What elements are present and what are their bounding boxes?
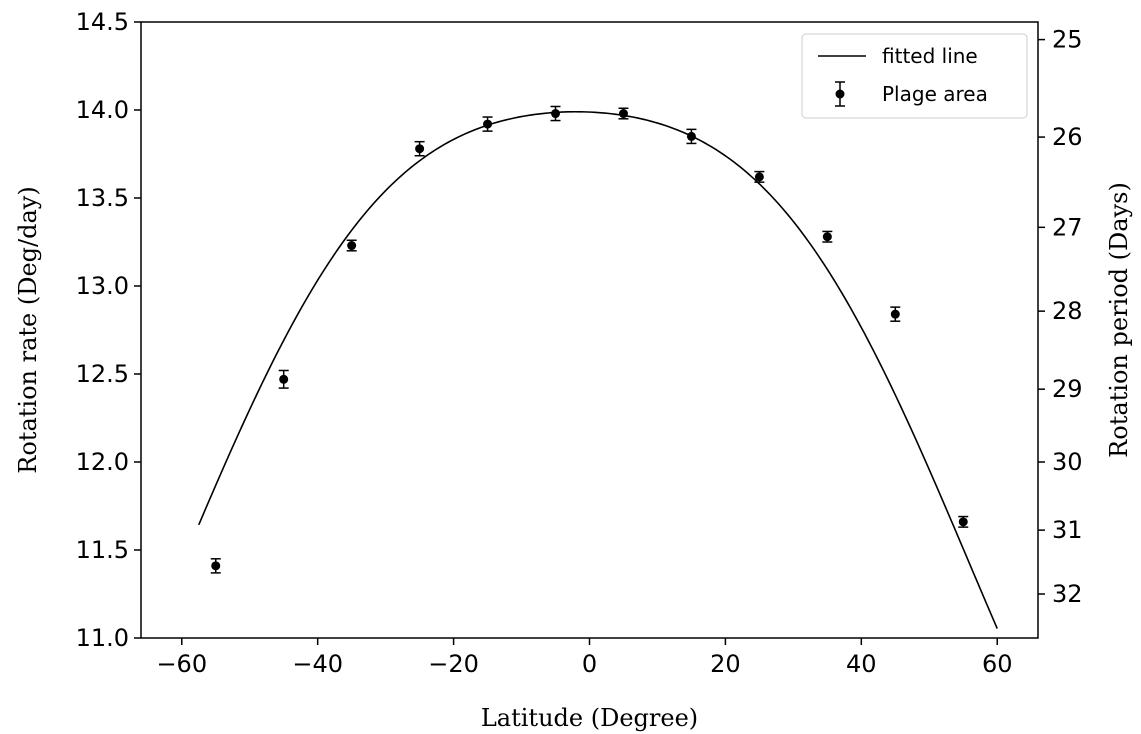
fitted-line — [198, 110, 998, 629]
data-point — [551, 109, 561, 119]
legend-entry-fitted-line: fitted line — [882, 44, 978, 68]
y2-axis-ticks: 25 26 27 28 29 30 31 32 — [1038, 26, 1083, 608]
x-axis-ticks: −60 −40 −20 0 20 40 60 — [156, 638, 1013, 678]
data-point — [415, 144, 425, 154]
y-tick-label: 14.5 — [76, 8, 129, 36]
y-axis-label: Rotation rate (Deg/day) — [14, 186, 42, 473]
y2-tick-label: 32 — [1052, 580, 1083, 608]
y-tick-label: 12.0 — [76, 448, 129, 476]
y-tick-label: 11.5 — [76, 536, 129, 564]
x-tick-label: 0 — [582, 650, 597, 678]
data-point — [618, 109, 628, 119]
y-tick-label: 11.0 — [76, 624, 129, 652]
y2-axis-label: Rotation period (Days) — [1105, 182, 1133, 458]
y-tick-label: 13.5 — [76, 184, 129, 212]
x-tick-label: 40 — [846, 650, 877, 678]
legend-entry-plage-area: Plage area — [882, 82, 988, 106]
x-tick-label: −20 — [428, 650, 479, 678]
data-point — [347, 241, 357, 251]
x-tick-label: 20 — [710, 650, 741, 678]
data-point — [686, 131, 696, 141]
x-tick-label: −40 — [292, 650, 343, 678]
y-tick-label: 14.0 — [76, 96, 129, 124]
x-axis-label: Latitude (Degree) — [481, 704, 698, 732]
data-point — [754, 172, 764, 182]
y2-tick-label: 28 — [1052, 297, 1083, 325]
y-tick-label: 12.5 — [76, 360, 129, 388]
y2-tick-label: 27 — [1052, 213, 1083, 241]
y-tick-label: 13.0 — [76, 272, 129, 300]
legend: fitted line Plage area — [801, 33, 1028, 119]
data-points-layer — [210, 105, 969, 574]
y2-tick-label: 30 — [1052, 448, 1083, 476]
data-point — [890, 309, 900, 319]
fitted-line-layer — [198, 110, 998, 629]
x-tick-label: −60 — [156, 650, 207, 678]
data-point — [279, 374, 289, 384]
legend-point-swatch — [835, 89, 845, 99]
data-point — [483, 119, 493, 129]
data-point — [958, 517, 968, 527]
y-axis-ticks: 11.0 11.5 12.0 12.5 13.0 13.5 14.0 14.5 — [76, 8, 141, 652]
y2-tick-label: 26 — [1052, 123, 1083, 151]
x-tick-label: 60 — [982, 650, 1013, 678]
legend-box — [801, 33, 1028, 119]
y2-tick-label: 25 — [1052, 26, 1083, 54]
y2-tick-label: 31 — [1052, 516, 1083, 544]
y2-tick-label: 29 — [1052, 375, 1083, 403]
data-point — [822, 232, 832, 242]
data-point — [211, 561, 221, 571]
